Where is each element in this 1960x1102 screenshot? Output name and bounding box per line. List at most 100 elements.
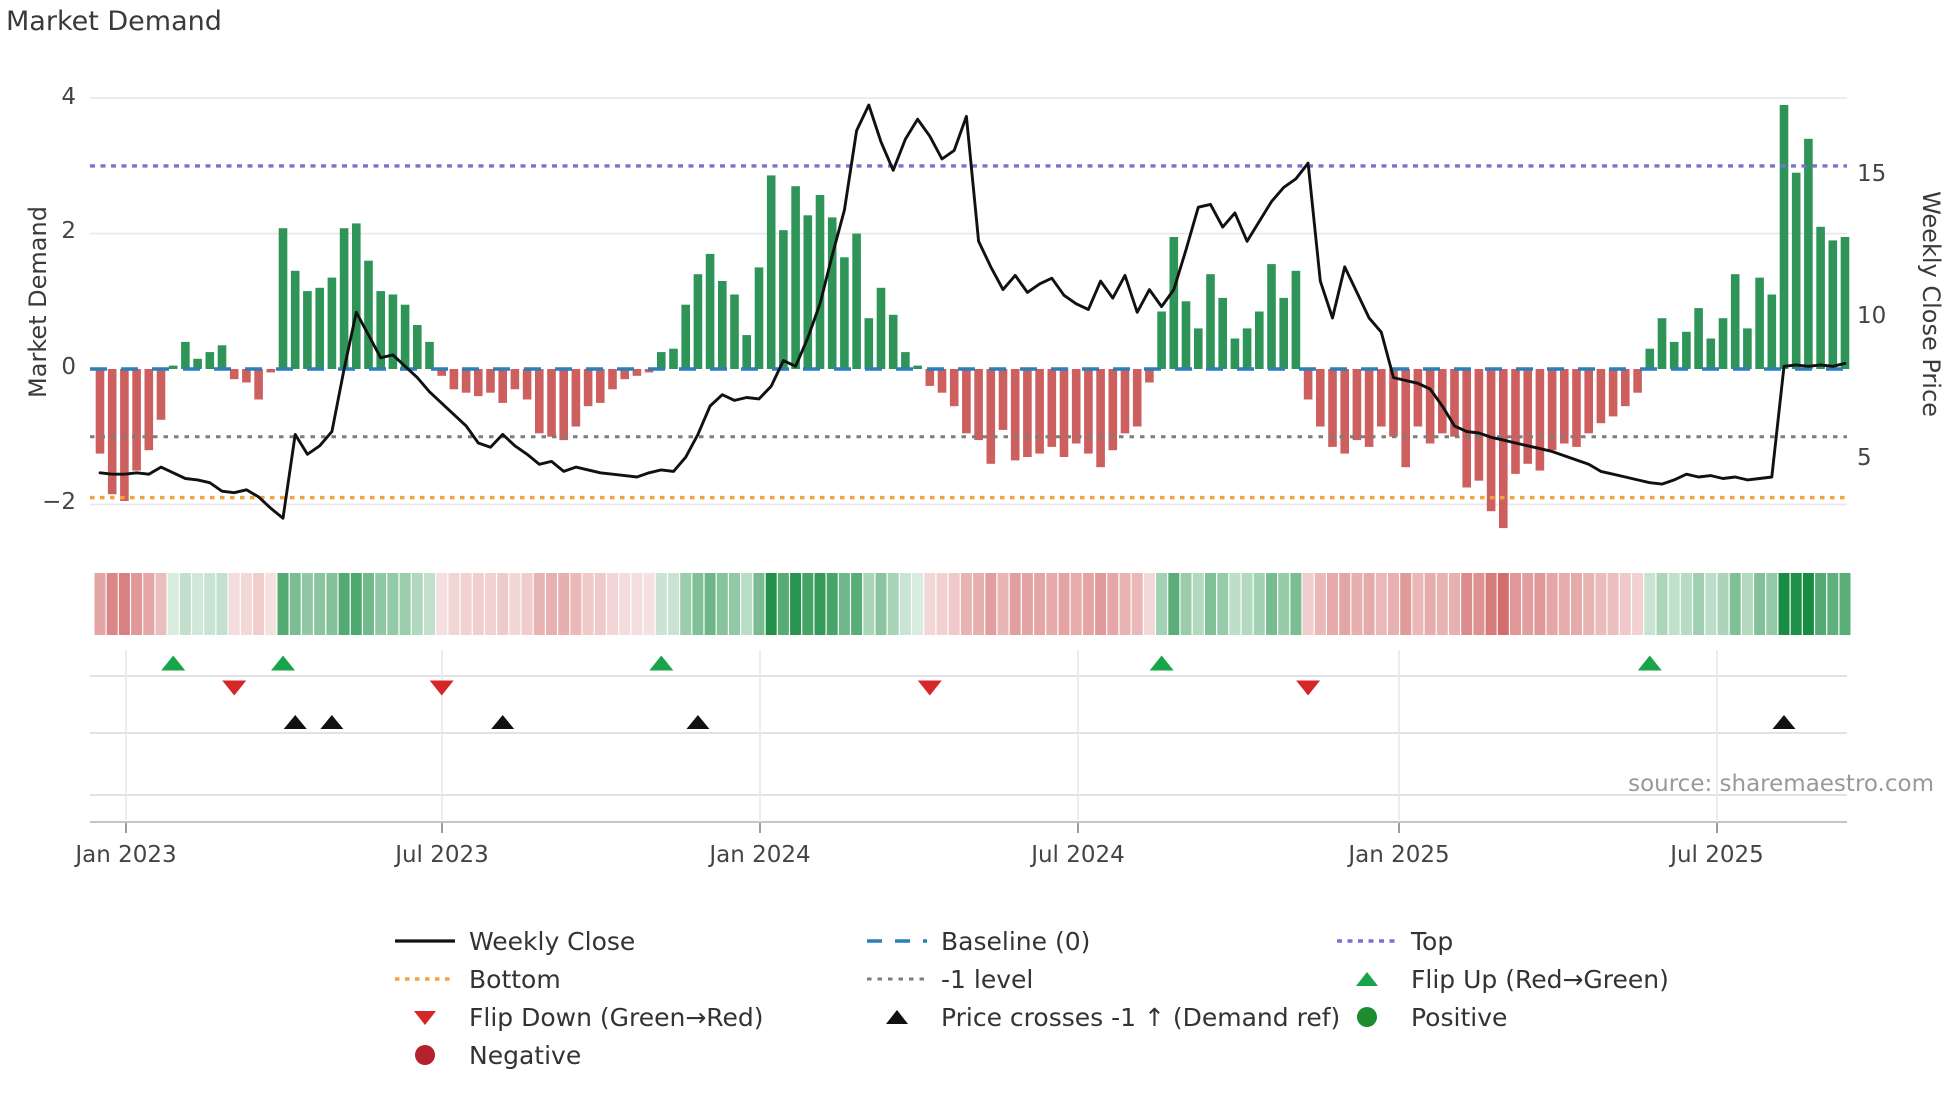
demand-bar (1169, 237, 1179, 369)
heatmap-cell (899, 573, 911, 635)
heatmap-cell (204, 573, 216, 635)
heatmap-cell (704, 573, 716, 635)
demand-bar (437, 369, 446, 376)
flip-down-marker (1296, 680, 1321, 696)
demand-bar (1023, 369, 1032, 457)
heatmap-cell (118, 573, 130, 635)
demand-bar (608, 369, 617, 390)
demand-bar (242, 369, 251, 383)
heatmap-cell (240, 573, 252, 635)
heatmap-cell (1302, 573, 1314, 635)
demand-bar (315, 287, 324, 369)
right-tick-label: 15 (1857, 161, 1887, 187)
demand-bar (1157, 311, 1166, 369)
demand-bar (1291, 270, 1301, 369)
heatmap-cell (485, 573, 496, 635)
demand-bar (1572, 369, 1581, 447)
demand-bar (571, 369, 581, 427)
demand-bar (1108, 369, 1118, 451)
demand-bar (1474, 369, 1484, 481)
demand-bar (1132, 369, 1142, 427)
demand-bar (1584, 369, 1593, 434)
heatmap-cell (1778, 573, 1790, 635)
demand-bar (559, 369, 568, 441)
heatmap-cell (1278, 573, 1290, 635)
legend-label: Weekly Close (469, 926, 636, 956)
heatmap-cell (1217, 573, 1229, 635)
price-cross-marker (491, 715, 515, 729)
heatmap-cell (838, 573, 850, 635)
demand-bar (474, 369, 483, 397)
legend-swatch-tri-down-red-icon (414, 1011, 436, 1025)
legend-label: Baseline (0) (941, 926, 1091, 956)
demand-bar (1194, 328, 1203, 369)
demand-bar (1523, 369, 1532, 464)
demand-bar (1206, 274, 1215, 369)
x-tick-label: Jul 2025 (1670, 842, 1764, 868)
heatmap-cell (350, 573, 362, 635)
demand-bar (705, 253, 715, 369)
demand-bar (1743, 328, 1752, 369)
heatmap-cell (533, 573, 545, 635)
demand-bar (181, 341, 190, 369)
demand-bar (425, 341, 434, 369)
heatmap-cell (436, 573, 448, 635)
demand-bar (1218, 297, 1227, 369)
price-cross-marker (1772, 715, 1796, 729)
demand-bar (510, 369, 520, 390)
flip-down-marker (917, 680, 942, 696)
demand-bar (718, 281, 727, 369)
demand-bar (1425, 369, 1435, 444)
legend-swatch-circle-green-icon (1357, 1007, 1377, 1027)
demand-bar (1316, 369, 1325, 427)
heatmap-cell (216, 573, 228, 635)
heatmap-cell (692, 573, 704, 635)
heatmap-cell (997, 573, 1009, 635)
heatmap-cell (375, 573, 387, 635)
heatmap-cell (1156, 573, 1168, 635)
heatmap-cell (558, 573, 570, 635)
legend-swatch-line-black-icon (395, 939, 455, 943)
legend-label: Price crosses -1 ↑ (Demand ref) (941, 1002, 1341, 1032)
legend-item: Negative (393, 1036, 764, 1074)
demand-bar (669, 348, 678, 369)
heatmap-cell (1741, 573, 1753, 635)
demand-bar (1450, 369, 1459, 437)
demand-bar (913, 365, 922, 369)
heatmap-cell (387, 573, 399, 635)
left-tick-label: 4 (61, 84, 76, 110)
legend-label: Negative (469, 1040, 582, 1070)
demand-bar (974, 369, 983, 441)
heatmap-cell (1021, 573, 1033, 635)
demand-bar (864, 318, 874, 369)
x-tick-label: Jul 2024 (1031, 842, 1125, 868)
heatmap-cell (1327, 573, 1338, 635)
demand-bar (400, 304, 410, 369)
legend-swatch-dotted-purple-icon (1337, 939, 1397, 943)
heatmap-cell (1449, 573, 1460, 635)
weekly-close-line (98, 103, 1847, 520)
heatmap-cell (777, 573, 789, 635)
legend-item: -1 level (865, 960, 1340, 998)
heatmap-cell (912, 573, 924, 635)
heatmap-cell (1058, 573, 1070, 635)
demand-bar (1035, 369, 1044, 454)
demand-bar (352, 223, 361, 369)
legend-swatch-dash-blue-icon (867, 939, 927, 943)
heatmap-cell (301, 573, 313, 635)
heatmap-cell (1754, 573, 1766, 635)
demand-bar (901, 352, 910, 369)
heatmap-cell (643, 573, 655, 635)
heatmap-cell (1388, 573, 1399, 635)
legend-label: Flip Up (Red→Green) (1411, 964, 1669, 994)
heatmap-cell (424, 573, 435, 635)
demand-bar (254, 369, 263, 400)
heatmap-cell (1205, 573, 1216, 635)
demand-bar (1462, 369, 1471, 488)
heatmap-cell (1107, 573, 1119, 635)
demand-bar (1669, 341, 1679, 369)
heatmap-cell (1363, 573, 1375, 635)
heatmap-cell (131, 573, 143, 635)
demand-bar (1596, 369, 1606, 424)
